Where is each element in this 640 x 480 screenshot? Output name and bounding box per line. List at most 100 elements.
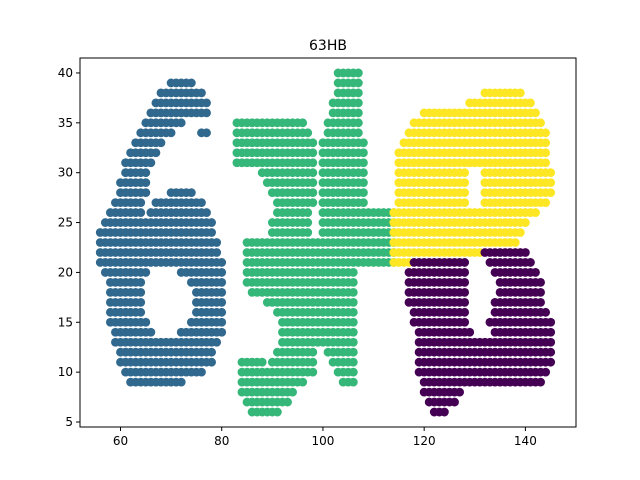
scatter-point	[217, 258, 227, 267]
scatter-points	[95, 68, 556, 417]
scatter-point	[348, 307, 358, 317]
scatter-point	[186, 78, 196, 88]
scatter-point	[348, 287, 358, 297]
scatter-point	[348, 357, 358, 367]
scatter-point	[217, 317, 227, 327]
scatter-point	[298, 377, 308, 387]
scatter-point	[510, 238, 520, 247]
scatter-point	[166, 128, 176, 138]
scatter-point	[207, 218, 216, 227]
scatter-point	[136, 287, 146, 297]
scatter-point	[460, 287, 470, 297]
axes: 60 80 100 120 140 5 10 15 20 25 30 35 40	[58, 57, 577, 448]
scatter-point	[359, 198, 368, 208]
scatter-point	[186, 188, 196, 198]
scatter-point	[298, 118, 308, 128]
scatter-point	[460, 297, 470, 307]
scatter-point	[303, 128, 313, 138]
scatter-point	[308, 138, 318, 148]
scatter-point	[359, 148, 368, 158]
scatter-point	[202, 208, 211, 217]
scatter-point	[202, 108, 211, 118]
scatter-point	[288, 387, 297, 397]
scatter-point	[359, 188, 368, 198]
scatter-point	[460, 268, 470, 277]
scatter-point	[460, 307, 470, 317]
scatter-point	[353, 108, 363, 118]
scatter-point	[348, 277, 358, 287]
scatter-point	[212, 337, 222, 347]
scatter-point	[348, 337, 358, 347]
scatter-point	[546, 188, 556, 198]
scatter-point	[520, 218, 530, 227]
scatter-point	[348, 317, 358, 327]
scatter-point	[217, 327, 227, 337]
scatter-point	[546, 337, 556, 347]
scatter-point	[308, 347, 318, 357]
scatter-point	[541, 128, 551, 138]
scatter-point	[146, 158, 156, 168]
x-tick-label: 120	[413, 434, 436, 448]
scatter-point	[308, 357, 318, 367]
scatter-point	[455, 387, 464, 397]
scatter-point	[141, 268, 151, 277]
scatter-point	[531, 208, 540, 217]
scatter-point	[207, 347, 216, 357]
scatter-point	[146, 327, 156, 337]
y-tick-label: 30	[58, 166, 73, 180]
scatter-point	[348, 327, 358, 337]
scatter-point	[541, 158, 551, 168]
y-tick-label: 10	[58, 365, 73, 379]
scatter-point	[348, 297, 358, 307]
scatter-point	[546, 347, 556, 357]
scatter-point	[308, 188, 318, 198]
scatter-point	[515, 88, 525, 98]
y-tick-label: 40	[58, 66, 73, 80]
scatter-point	[531, 268, 540, 277]
y-tick-label: 20	[58, 265, 73, 279]
scatter-point	[217, 297, 227, 307]
scatter-point	[353, 118, 363, 128]
scatter-point	[515, 228, 525, 237]
scatter-point	[136, 208, 146, 217]
scatter-point	[359, 158, 368, 168]
scatter-point	[460, 198, 470, 208]
scatter-point	[450, 397, 459, 407]
scatter-point	[359, 168, 368, 178]
scatter-point	[353, 98, 363, 108]
scatter-point	[212, 238, 222, 247]
scatter-point	[531, 108, 540, 118]
scatter-point	[460, 317, 470, 327]
scatter-point	[217, 307, 227, 317]
scatter-point	[348, 367, 358, 377]
scatter-point	[541, 307, 551, 317]
scatter-point	[359, 178, 368, 188]
y-tick-label: 15	[58, 315, 73, 329]
scatter-point	[308, 168, 318, 178]
y-tick-label: 25	[58, 216, 73, 230]
scatter-point	[546, 357, 556, 367]
scatter-point	[303, 208, 313, 217]
scatter-point	[136, 198, 146, 208]
scatter-point	[541, 138, 551, 148]
x-tick-label: 80	[214, 434, 229, 448]
scatter-point	[141, 178, 151, 188]
scatter-point	[141, 317, 151, 327]
x-tick-label: 140	[514, 434, 537, 448]
scatter-point	[217, 268, 227, 277]
scatter-point	[217, 287, 227, 297]
scatter-point	[536, 287, 545, 297]
scatter-point	[176, 377, 186, 387]
scatter-point	[308, 367, 318, 377]
scatter-point	[303, 218, 313, 227]
scatter-point	[536, 118, 545, 128]
scatter-point	[176, 118, 186, 128]
scatter-point	[546, 317, 556, 327]
plot-frame	[79, 57, 577, 428]
scatter-point	[136, 307, 146, 317]
scatter-point	[536, 377, 545, 387]
scatter-point	[217, 277, 227, 287]
scatter-point	[353, 68, 363, 78]
scatter-point	[541, 148, 551, 158]
